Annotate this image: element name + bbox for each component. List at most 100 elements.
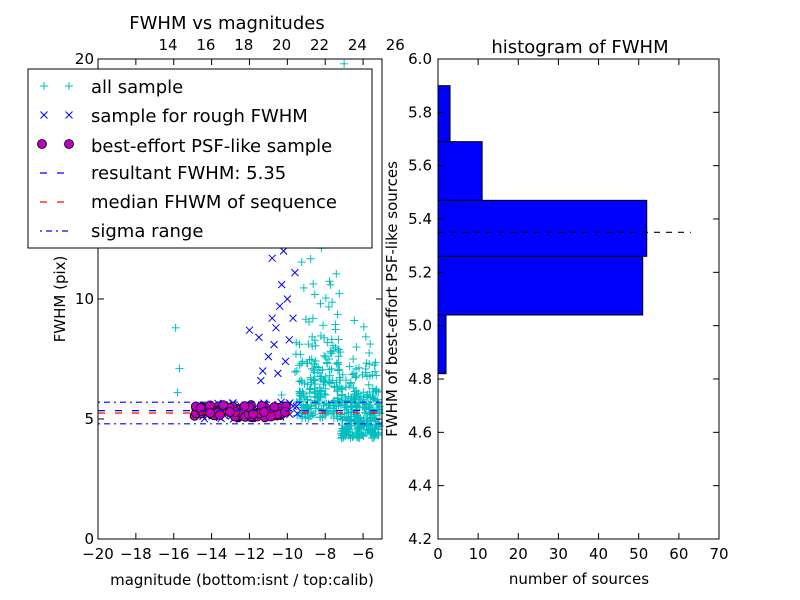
x-tick-label: 40 (589, 545, 608, 563)
data-point (292, 338, 301, 347)
data-point (320, 351, 329, 360)
data-point (283, 295, 292, 303)
data-point (297, 258, 306, 267)
legend-box (27, 68, 373, 249)
data-point (360, 408, 369, 417)
data-point (335, 373, 344, 382)
data-point (365, 401, 374, 410)
data-point (310, 336, 319, 345)
y-tick-label: 4.4 (408, 477, 432, 495)
data-point (310, 392, 319, 401)
top-x-tick-label: 16 (196, 36, 215, 54)
data-point (374, 387, 383, 396)
data-point (338, 421, 347, 430)
data-point (340, 409, 349, 418)
legend-item-median: median FHWM of sequence (40, 192, 337, 213)
data-point (270, 340, 278, 349)
data-point (320, 377, 329, 386)
data-point (310, 290, 319, 299)
data-point (268, 314, 277, 323)
data-point (327, 364, 336, 373)
legend-label: all sample (91, 77, 183, 98)
legend-label: median FHWM of sequence (91, 192, 337, 213)
data-point (340, 59, 349, 68)
data-point (289, 314, 297, 323)
data-point (321, 390, 330, 399)
data-point (319, 321, 328, 330)
y-tick-label: 5 (84, 410, 94, 428)
data-point (370, 413, 379, 422)
data-point (349, 355, 358, 364)
data-point (279, 407, 290, 417)
legend-item-psf-sample: best-effort PSF-like sample (37, 136, 332, 157)
data-point (317, 405, 326, 414)
y-tick-label: 4.8 (408, 370, 432, 388)
data-point (307, 364, 316, 373)
data-point (328, 376, 337, 385)
right-panel: 0 10 20 30 40 50 60 70 4.2 4.4 4.6 4.8 5.0 5.2 5.4 5.6… (383, 37, 729, 588)
data-point (323, 359, 332, 368)
x-tick-label: −12 (234, 545, 266, 563)
data-point (341, 383, 350, 392)
data-point (359, 420, 368, 429)
data-point (341, 403, 350, 412)
data-point (334, 360, 343, 369)
data-point (346, 379, 355, 388)
data-point (346, 434, 355, 443)
legend-marker (65, 82, 73, 90)
top-x-tick-label: 18 (234, 36, 253, 54)
data-point (248, 409, 258, 419)
data-point (215, 409, 225, 420)
data-point (289, 402, 297, 411)
data-point (255, 333, 263, 342)
data-point (290, 367, 299, 376)
data-point (171, 323, 180, 332)
data-point (361, 428, 370, 437)
data-point (366, 393, 375, 402)
data-point (218, 400, 229, 411)
left-reference-lines (98, 401, 382, 425)
data-point (345, 421, 354, 430)
legend-marker-plus-icon (40, 82, 73, 90)
data-point (341, 376, 350, 385)
legend-marker (40, 111, 48, 119)
data-point (369, 433, 378, 442)
right-plot-frame (437, 58, 720, 540)
legend-label: resultant FWHM: 5.35 (91, 163, 286, 184)
left-chart-title: FWHM vs magnitudes (129, 13, 324, 34)
legend-label: sigma range (91, 221, 203, 242)
top-x-tick-label: 22 (310, 36, 329, 54)
data-point (295, 340, 304, 349)
y-tick-label: 5.8 (408, 103, 432, 121)
data-point (331, 325, 340, 334)
data-point (314, 393, 323, 402)
data-point (311, 380, 320, 389)
data-point (272, 323, 280, 332)
x-tick-label: 10 (469, 545, 488, 563)
histogram-bar (437, 199, 648, 257)
left-y-axis: 0 5 10 20 (75, 50, 382, 548)
data-point (309, 376, 318, 385)
data-point (292, 367, 301, 375)
x-tick-label: −6 (352, 545, 374, 563)
data-point (302, 359, 311, 368)
data-point (354, 389, 363, 398)
left-panel: −20 −18 −16 −14 −12 −10 −8 −6 0 5 10 20 14 16 18 20 22… (27, 13, 405, 589)
legend-item-resultant: resultant FWHM: 5.35 (40, 163, 286, 184)
data-point (336, 410, 345, 419)
data-point (285, 335, 294, 344)
x-tick-label: −10 (272, 545, 304, 563)
data-point (330, 383, 339, 392)
data-point (334, 401, 343, 410)
data-point (338, 429, 347, 438)
data-point (258, 367, 267, 375)
data-point (315, 372, 324, 381)
top-x-tick-label: 26 (386, 36, 405, 54)
data-point (279, 247, 288, 255)
data-point (371, 396, 380, 405)
data-point (305, 388, 314, 397)
data-point (329, 414, 338, 423)
x-tick-label: 0 (433, 545, 443, 563)
data-point (327, 335, 336, 344)
